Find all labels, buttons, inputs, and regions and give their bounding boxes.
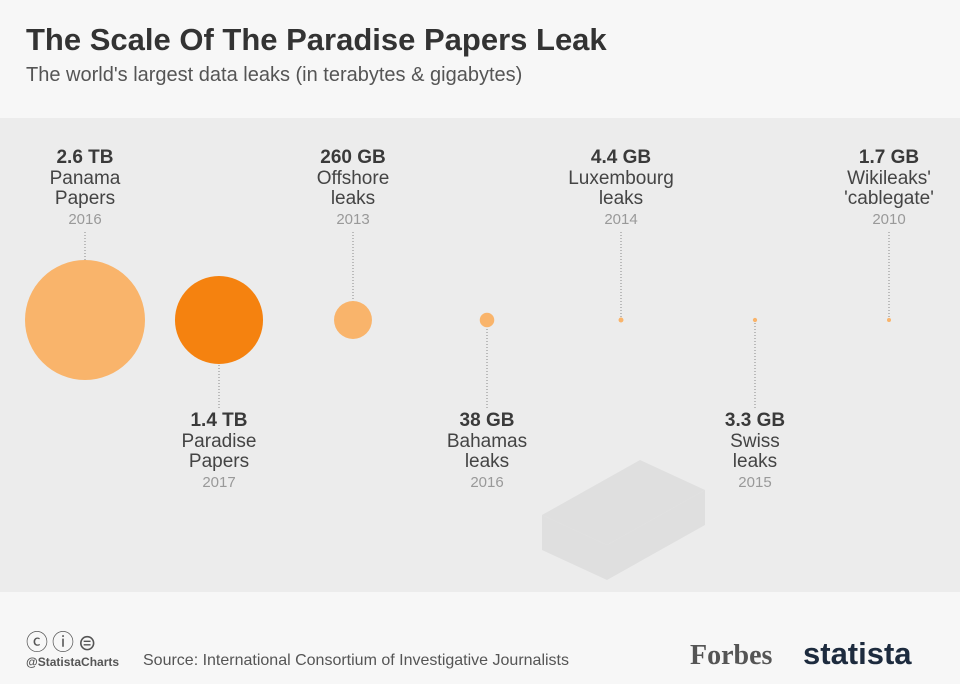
cc-icons: ⓒⓘ⊜ (26, 630, 101, 655)
bubble (174, 275, 264, 365)
forbes-logo: Forbes (690, 640, 773, 671)
bubble-label: 2.6 TB Panama Papers 2016 (50, 147, 121, 228)
category-label: Wikileaks' 'cablegate' (844, 168, 934, 209)
value-label: 2.6 TB (56, 147, 114, 168)
value-label: 4.4 GB (590, 147, 652, 168)
bubble-label: 38 GB Bahamas leaks 2016 (447, 410, 527, 491)
year-label: 2017 (202, 474, 236, 491)
money-illustration (542, 460, 705, 580)
bubble (887, 318, 891, 322)
chart-area (0, 118, 960, 592)
year-label: 2015 (738, 474, 772, 491)
value-label: 3.3 GB (724, 410, 786, 431)
category-label: Offshore leaks (316, 168, 390, 209)
bubble (618, 317, 624, 323)
bubble (334, 301, 372, 339)
bubble-label: 4.4 GB Luxembourg leaks 2014 (568, 147, 674, 228)
chart-title: The Scale Of The Paradise Papers Leak (26, 22, 607, 57)
year-label: 2014 (604, 211, 638, 228)
category-label: Swiss leaks (730, 431, 780, 472)
value-label: 38 GB (459, 410, 515, 431)
year-label: 2013 (336, 211, 370, 228)
category-label: Bahamas leaks (446, 431, 528, 472)
bubble-label: 3.3 GB Swiss leaks 2015 (725, 410, 785, 491)
year-label: 2016 (470, 474, 504, 491)
value-label: 1.4 TB (190, 410, 248, 431)
bubble (752, 317, 758, 323)
year-label: 2016 (68, 211, 102, 228)
bubble-label: 1.4 TB Paradise Papers 2017 (182, 410, 257, 491)
source: Source: International Consortium of Inve… (143, 652, 569, 669)
category-label: Luxembourg leaks (568, 168, 674, 209)
bubble-label: 260 GB Offshore leaks 2013 (317, 147, 390, 228)
chart-subtitle: The world's largest data leaks (in terab… (26, 64, 523, 86)
statista-logo: statista (803, 636, 912, 671)
handle: @StatistaCharts (26, 655, 120, 669)
value-label: 1.7 GB (858, 147, 920, 168)
category-label: Paradise Papers (181, 431, 257, 472)
bubble (25, 260, 145, 380)
category-label: Panama Papers (49, 168, 121, 209)
bubble-label: 1.7 GB Wikileaks' 'cablegate' 2010 (844, 147, 934, 228)
bubble (479, 312, 495, 328)
year-label: 2010 (872, 211, 906, 228)
value-label: 260 GB (320, 147, 386, 168)
